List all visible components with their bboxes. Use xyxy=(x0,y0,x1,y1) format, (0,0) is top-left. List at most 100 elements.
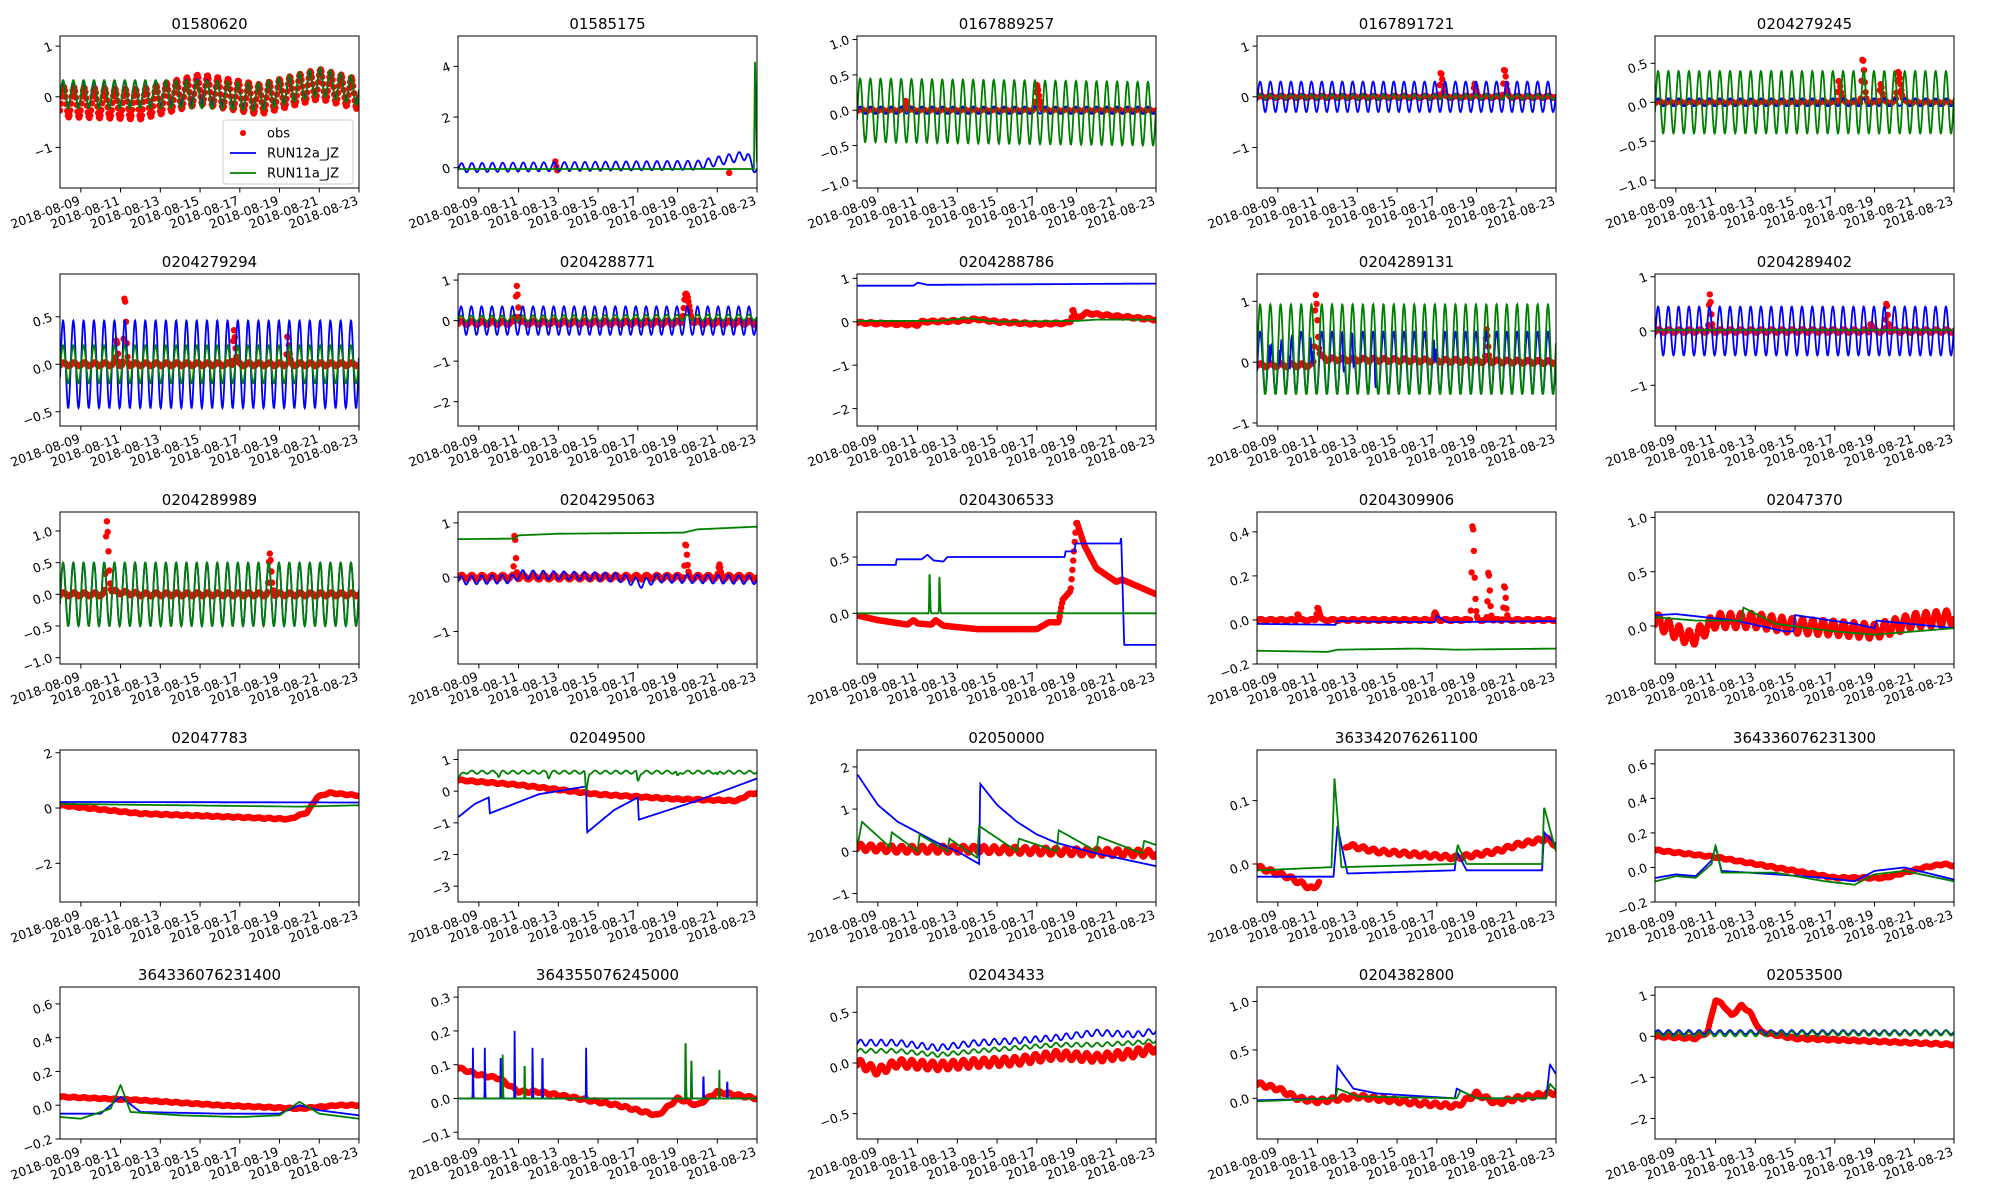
plot-area xyxy=(1254,523,1559,652)
obs-point xyxy=(515,304,521,310)
obs-point xyxy=(685,562,691,568)
series-obs xyxy=(1254,523,1559,624)
y-tick-label: −0.5 xyxy=(818,138,852,162)
plot-area xyxy=(57,518,362,626)
legend-obs-marker xyxy=(240,130,246,136)
series-RUN11a_JZ-line xyxy=(458,527,757,539)
plot-area xyxy=(458,62,757,176)
y-tick-label: 0.5 xyxy=(31,309,55,330)
subplot-0167891721: 0167891721−1012018-08-092018-08-112018-0… xyxy=(1205,15,1559,232)
obs-point xyxy=(1070,557,1076,563)
y-tick-label: 0.5 xyxy=(828,67,852,88)
plot-area xyxy=(1254,292,1559,394)
y-tick-label: 0 xyxy=(1239,355,1252,372)
subplot-0204295063: 0204295063−1012018-08-092018-08-112018-0… xyxy=(406,491,760,708)
obs-point xyxy=(104,518,110,524)
y-tick-label: 1 xyxy=(1637,269,1650,286)
obs-point xyxy=(1438,71,1444,77)
plot-area xyxy=(57,296,362,408)
y-tick-label: 1 xyxy=(1239,294,1252,311)
y-tick-label: −1 xyxy=(32,140,54,160)
y-tick-label: 4 xyxy=(440,59,453,76)
obs-point xyxy=(1313,301,1319,307)
series-RUN11a_JZ-line xyxy=(458,62,757,169)
obs-point xyxy=(684,552,690,558)
subplot-title: 0204279294 xyxy=(162,253,257,271)
y-tick-label: 1 xyxy=(440,273,453,290)
y-tick-label: 0 xyxy=(42,89,55,106)
y-tick-label: 0 xyxy=(440,313,453,330)
obs-point xyxy=(1897,75,1903,81)
subplot-01585175: 015851750242018-08-092018-08-112018-08-1… xyxy=(406,15,758,232)
y-tick-label: 0 xyxy=(440,160,453,177)
y-tick-label: 0.0 xyxy=(828,606,852,627)
y-tick-label: −1.0 xyxy=(21,650,55,674)
subplot-title: 0204295063 xyxy=(560,491,655,509)
obs-point xyxy=(105,529,111,535)
y-tick-label: 0.0 xyxy=(1626,95,1650,116)
subplot-title: 0204288786 xyxy=(959,253,1054,271)
subplot-title: 0204289402 xyxy=(1757,253,1852,271)
series-RUN11a_JZ-line xyxy=(1257,304,1556,393)
axes-frame xyxy=(857,274,1156,426)
subplot-01580620: 01580620−1012018-08-092018-08-112018-08-… xyxy=(8,15,362,232)
y-tick-label: −1 xyxy=(1229,140,1251,160)
plot-area xyxy=(455,283,760,335)
obs-point xyxy=(267,550,273,556)
y-tick-label: −1 xyxy=(1627,378,1649,398)
y-tick-label: 2 xyxy=(440,110,453,127)
subplot-0204279245: 0204279245−1.0−0.50.00.52018-08-092018-0… xyxy=(1603,15,1957,232)
y-tick-label: 0.0 xyxy=(828,103,852,124)
subplot-title: 01580620 xyxy=(171,15,247,33)
obs-point xyxy=(1503,73,1509,79)
obs-point xyxy=(1068,585,1074,591)
subplot-title: 0167891721 xyxy=(1359,15,1454,33)
subplot-0204288771: 0204288771−2−1012018-08-092018-08-112018… xyxy=(406,253,760,470)
obs-point xyxy=(108,113,114,119)
legend-label: obs xyxy=(267,127,290,142)
plot-area xyxy=(1652,57,1957,134)
subplot-title: 0204289131 xyxy=(1359,253,1454,271)
y-tick-label: 0 xyxy=(1239,89,1252,106)
obs-point xyxy=(122,298,128,304)
y-tick-label: −2 xyxy=(829,401,851,421)
series-obs xyxy=(854,520,1159,633)
y-tick-label: −1 xyxy=(430,624,452,644)
subplot-title: 0204279245 xyxy=(1757,15,1852,33)
y-tick-label: −1 xyxy=(430,354,452,374)
obs-point xyxy=(510,563,516,569)
plot-area xyxy=(1254,67,1559,112)
obs-point xyxy=(1068,576,1074,582)
y-tick-label: 1 xyxy=(839,271,852,288)
obs-point xyxy=(1707,291,1713,297)
subplot-title: 0204306533 xyxy=(959,491,1054,509)
obs-point xyxy=(264,589,270,595)
y-tick-label: 1 xyxy=(440,515,453,532)
y-tick-label: 1 xyxy=(1239,39,1252,56)
y-tick-label: 0 xyxy=(440,570,453,587)
obs-point xyxy=(513,555,519,561)
subplot-0204289989: 0204289989−1.0−0.50.00.51.02018-08-09201… xyxy=(8,491,362,708)
subplot-0204289402: 0204289402−1012018-08-092018-08-112018-0… xyxy=(1603,253,1957,470)
y-tick-label: 0 xyxy=(839,314,852,331)
y-tick-label: −1.0 xyxy=(818,173,852,197)
y-tick-label: −0.5 xyxy=(21,404,55,428)
subplot-0167889257: 0167889257−1.0−0.50.00.51.02018-08-09201… xyxy=(805,15,1159,232)
subplot-title: 0167889257 xyxy=(959,15,1054,33)
y-tick-label: −0.5 xyxy=(21,618,55,642)
series-obs xyxy=(854,307,1159,329)
y-tick-label: 0.0 xyxy=(31,587,55,608)
obs-point xyxy=(1860,58,1866,64)
plot-area xyxy=(854,79,1159,146)
y-tick-label: −1.0 xyxy=(1616,173,1650,197)
plot-area xyxy=(1652,291,1957,355)
series-RUN12a_JZ-line xyxy=(857,283,1156,286)
subplot-title: 0204289989 xyxy=(162,491,257,509)
plot-area xyxy=(57,66,362,122)
axes-frame xyxy=(857,512,1156,664)
y-tick-label: 0.5 xyxy=(31,555,55,576)
obs-point xyxy=(1069,567,1075,573)
y-tick-label: −1 xyxy=(829,358,851,378)
